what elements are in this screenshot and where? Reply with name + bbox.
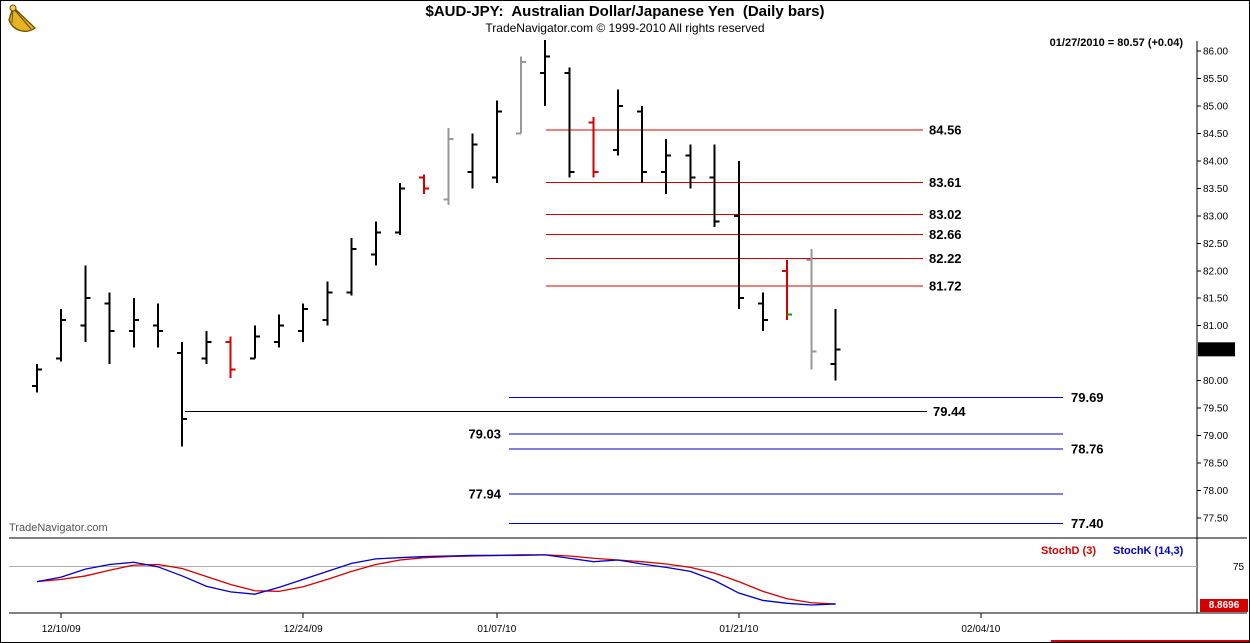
price-bar (830, 309, 841, 381)
price-bar (540, 40, 551, 106)
level-label: 77.40 (1071, 516, 1104, 531)
stoch-value-tag: 8.8696 (1200, 599, 1248, 612)
price-bar (104, 292, 115, 365)
date-axis-label: 01/21/10 (719, 624, 758, 635)
price-bar (588, 116, 599, 178)
price-bar (225, 336, 236, 378)
level-label: 78.76 (1071, 441, 1104, 456)
price-bar (177, 342, 188, 447)
price-bar (467, 133, 478, 189)
price-axis-label: 80.00 (1203, 376, 1228, 387)
price-axis-label: 83.50 (1203, 184, 1228, 195)
price-bar (395, 182, 405, 236)
price-bar (443, 127, 454, 205)
price-axis-label: 78.50 (1203, 459, 1228, 470)
price-axis-label: 79.00 (1203, 431, 1228, 442)
price-bar (274, 314, 284, 348)
last-quote-readout: 01/27/2010 = 80.57 (+0.04) (1049, 37, 1183, 49)
price-axis-label: 86.00 (1203, 47, 1228, 58)
watermark-text: TradeNavigator.com (9, 522, 108, 534)
price-bar (153, 303, 163, 348)
price-bar (661, 138, 672, 194)
date-axis-label: 01/07/10 (477, 624, 516, 635)
price-axis-label: 82.00 (1203, 266, 1228, 277)
copyright-text: TradeNavigator.com © 1999-2010 All right… (485, 21, 765, 35)
price-bar (128, 298, 139, 348)
stochk-legend-label: StochK (14,3) (1113, 545, 1184, 557)
price-bar (758, 292, 768, 332)
price-axis-label: 79.50 (1203, 404, 1228, 415)
price-bar (80, 265, 91, 343)
level-label: 81.72 (929, 279, 962, 294)
price-bar (56, 309, 67, 362)
level-label: 79.69 (1071, 390, 1104, 405)
price-bar (733, 160, 744, 310)
price-bar (709, 144, 720, 227)
date-axis: 12/10/09 12/24/09 01/07/10 01/21/10 02/04/10 (42, 613, 1001, 635)
stochd-legend-label: StochD (3) (1041, 545, 1096, 557)
level-label: 77.94 (468, 486, 501, 501)
price-axis-label: 84.00 (1203, 156, 1228, 167)
level-label: 82.22 (929, 251, 962, 266)
price-axis-label: 78.00 (1203, 486, 1228, 497)
level-label: 82.66 (929, 227, 962, 242)
level-label: 79.03 (468, 426, 501, 441)
level-label: 83.02 (929, 207, 962, 222)
tradenavigator-logo-icon (8, 4, 37, 32)
chart-title: $AUD-JPY: Australian Dollar/Japanese Yen… (425, 3, 825, 20)
stochd-line (36, 554, 836, 605)
price-bar (782, 259, 793, 321)
price-bar (32, 364, 42, 393)
price-axis-label: 85.00 (1203, 101, 1228, 112)
price-axis-label: 85.50 (1203, 74, 1228, 85)
last-price-tag-label: 80.57 (1202, 344, 1228, 356)
price-bar (806, 248, 817, 370)
price-axis-label: 83.00 (1203, 211, 1228, 222)
price-bar (516, 56, 526, 135)
price-bar (419, 174, 430, 194)
price-bar (322, 281, 333, 326)
date-axis-label: 12/24/09 (284, 624, 323, 635)
level-label: 83.61 (929, 175, 962, 190)
price-bar (370, 221, 381, 266)
price-axis-label: 84.50 (1203, 129, 1228, 140)
price-bar (637, 105, 647, 183)
price-bars (32, 40, 841, 447)
price-axis-label: 77.50 (1203, 513, 1228, 524)
date-axis-label: 12/10/09 (42, 624, 81, 635)
price-bar (249, 325, 260, 360)
stochk-line (36, 554, 836, 606)
last-price-tag (1198, 342, 1235, 357)
bottom-red-edge (1051, 640, 1249, 642)
price-bar (491, 100, 502, 183)
price-bar (612, 89, 623, 156)
panel-borders (9, 41, 1247, 614)
price-axis-label: 81.00 (1203, 321, 1228, 332)
price-bar (685, 144, 696, 189)
price-bar (346, 237, 357, 296)
price-bar (564, 67, 575, 178)
date-axis-label: 02/04/10 (961, 624, 1000, 635)
level-label: 84.56 (929, 123, 962, 138)
price-axis-label: 81.50 (1203, 294, 1228, 305)
price-axis-label: 82.50 (1203, 239, 1228, 250)
price-bar (298, 303, 309, 343)
support-resistance-levels: 84.56 83.61 83.02 82.66 82.22 81.72 79.69 79.44… (185, 123, 1104, 531)
price-bar (201, 331, 212, 365)
stoch-gridline-label: 75 (1233, 562, 1245, 573)
level-label: 79.44 (933, 404, 966, 419)
price-axis: 86.00 85.50 85.00 84.50 84.00 83.50 83.00 82.50… (1197, 47, 1235, 524)
